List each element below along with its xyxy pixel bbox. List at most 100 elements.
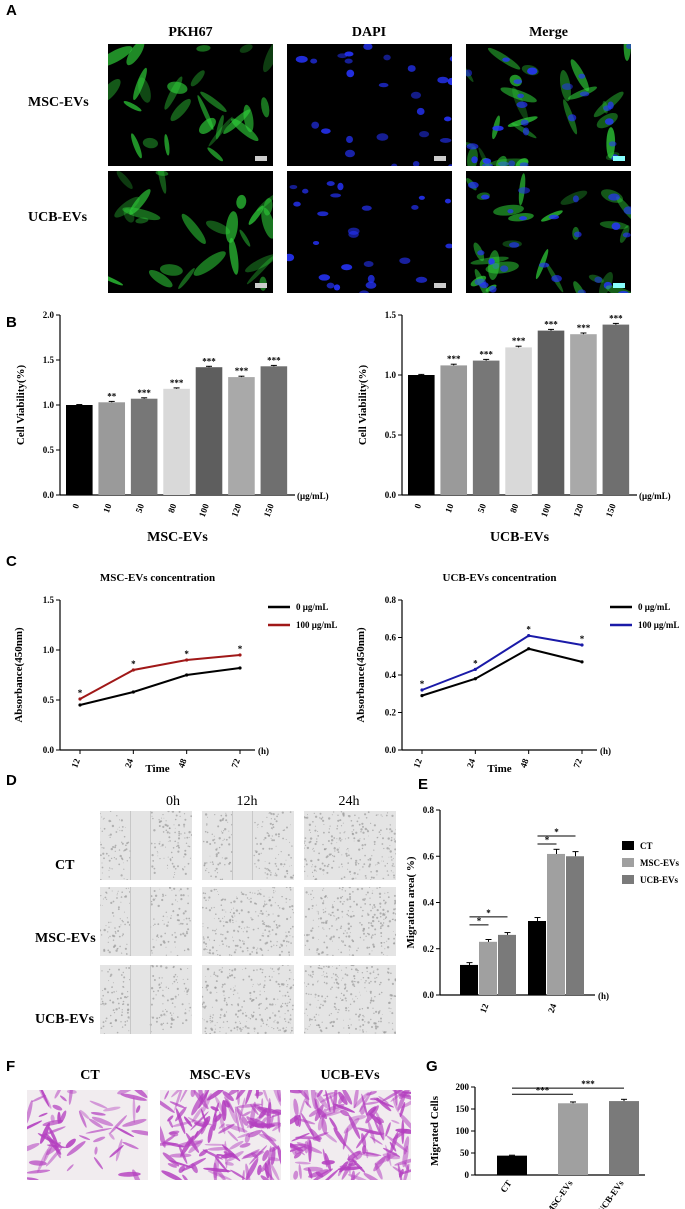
y-axis-label: Migrated Cells (429, 1095, 441, 1166)
significance-mark: * (526, 625, 531, 635)
scratch-ct-12h (202, 811, 294, 880)
significance-mark: * (486, 908, 491, 918)
significance-mark: * (545, 835, 550, 845)
bar (228, 377, 255, 495)
significance-mark: * (473, 658, 478, 668)
bar (460, 964, 478, 995)
panel-f-col-msc: MSC-EVs (189, 1068, 251, 1083)
data-point (527, 634, 531, 638)
y-tick-label: 0.2 (385, 708, 397, 718)
significance-mark: *** (235, 366, 249, 376)
x-axis-label: MSC-EVs (147, 530, 208, 545)
data-point (473, 677, 477, 681)
panel-label-f: F (6, 1058, 16, 1075)
data-point (420, 688, 424, 692)
bar (558, 1103, 588, 1175)
data-point (527, 647, 531, 651)
y-tick-label: 200 (456, 1082, 470, 1092)
micrograph-msc-evs-dapi (287, 44, 452, 166)
chart-title: UCB-EVs concentration (443, 572, 557, 584)
y-tick-label: 0.2 (423, 944, 435, 954)
bar (602, 324, 630, 495)
transwell-msc-evs (160, 1090, 281, 1180)
data-point (238, 666, 242, 670)
x-tick-label: 120 (571, 502, 585, 519)
data-point (420, 694, 424, 698)
x-unit-label: (μg/mL) (639, 491, 671, 501)
significance-mark: *** (577, 323, 591, 333)
panel-d-row-ucb: UCB-EVs (35, 1012, 95, 1027)
y-tick-label: 150 (456, 1104, 470, 1114)
panel-label-a: A (6, 2, 17, 19)
y-tick-label: 0.8 (385, 595, 397, 605)
x-tick-label: 0 (412, 502, 423, 510)
significance-mark: *** (544, 319, 558, 329)
y-tick-label: 0.5 (43, 445, 55, 455)
x-unit-label: (h) (600, 746, 611, 756)
panel-label-g: G (426, 1058, 438, 1075)
significance-mark: * (131, 659, 136, 669)
y-tick-label: 0.8 (423, 805, 435, 815)
micrograph-ucb-evs-merge (466, 171, 631, 293)
significance-mark: * (554, 827, 559, 837)
micrograph-msc-evs-merge (466, 44, 631, 166)
chart-migrated-cells: 0 50 100 150 200 Migrated Cells CT MSC-EVs UCB-E… (429, 1079, 645, 1209)
scratch-ucb-evs-24h (304, 965, 396, 1034)
panel-d-row-ct: CT (55, 858, 75, 873)
y-tick-label: 100 (456, 1126, 470, 1136)
series-line (79, 667, 241, 706)
chart-migration-area: 0.0 0.2 0.4 0.6 0.8 Migration area( %) 12 * * 24 *… (405, 805, 679, 1014)
bar (260, 366, 288, 495)
panel-a-row-msc: MSC-EVs (28, 95, 89, 110)
chart-title: MSC-EVs concentration (100, 572, 215, 584)
x-axis-label: Time (487, 763, 511, 775)
significance-mark: ** (107, 391, 117, 401)
x-tick-label: CT (498, 1178, 513, 1194)
legend-label: 0 μg/mL (638, 602, 670, 612)
bar (98, 402, 126, 495)
x-tick-label: MSC-EVs (544, 1178, 575, 1209)
bar (528, 921, 546, 995)
bar (547, 853, 565, 995)
bar (570, 334, 597, 495)
x-tick-label: UCB-EVs (596, 1178, 626, 1209)
x-tick-label: 48 (176, 757, 189, 769)
legend-swatch (622, 875, 634, 884)
y-axis-label: Cell Viability(%) (357, 364, 369, 445)
y-tick-label: 1.5 (43, 355, 55, 365)
chart-cell-viability-ucb: 0.0 0.5 1.0 1.5 Cell Viability(%) 0 *** 10 *** 50… (357, 310, 671, 545)
data-point (185, 658, 189, 662)
bar (440, 365, 468, 495)
y-tick-label: 1.0 (43, 645, 55, 655)
data-point (78, 697, 82, 701)
x-unit-label: (h) (598, 991, 609, 1001)
scratch-msc-evs-24h (304, 887, 396, 956)
panel-label-b: B (6, 314, 17, 331)
panel-d-col-12h: 12h (236, 794, 258, 809)
micrograph-ucb-evs-pkh67 (108, 171, 273, 293)
y-tick-label: 1.0 (43, 400, 55, 410)
transwell-ucb-evs (290, 1090, 411, 1180)
significance-mark: * (580, 634, 585, 644)
data-point (185, 673, 189, 677)
data-point (580, 643, 584, 647)
data-point (580, 660, 584, 664)
y-tick-label: 0.0 (423, 990, 435, 1000)
panel-a-col-pkh67: PKH67 (168, 25, 213, 40)
bar (498, 934, 516, 995)
scratch-ct-24h (304, 811, 396, 880)
y-tick-label: 1.5 (43, 595, 55, 605)
legend-swatch (622, 858, 634, 867)
significance-mark: *** (447, 354, 461, 364)
bar (408, 375, 435, 495)
y-tick-label: 0.5 (385, 430, 397, 440)
y-tick-label: 2.0 (43, 310, 55, 320)
x-tick-label: 24 (123, 757, 136, 769)
panel-a-col-merge: Merge (529, 25, 568, 40)
x-tick-label: 100 (539, 502, 553, 519)
panel-a-row-ucb: UCB-EVs (28, 210, 88, 225)
significance-mark: * (238, 644, 243, 654)
y-axis-label: Absorbance(450nm) (355, 627, 367, 723)
x-axis-label: UCB-EVs (490, 530, 550, 545)
y-axis-label: Absorbance(450nm) (13, 627, 25, 723)
